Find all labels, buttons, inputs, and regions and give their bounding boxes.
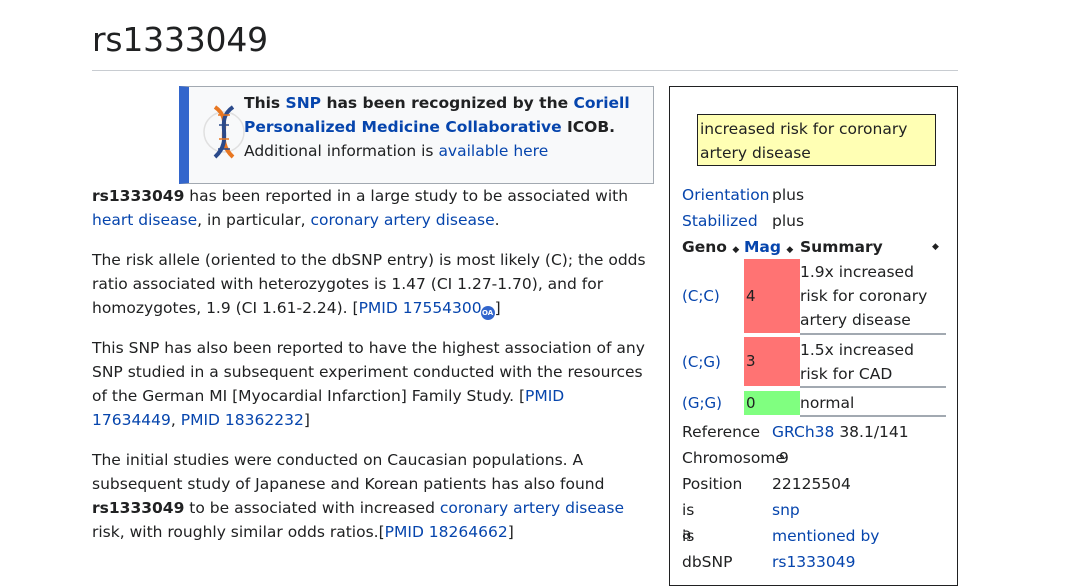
position-label: Position: [682, 475, 743, 493]
dbsnp-label: dbSNP: [682, 553, 733, 571]
orientation-value: plus: [772, 186, 805, 204]
genotype-row: (C;G) 3 1.5x increased risk for CAD: [682, 337, 948, 388]
notice-middle: has been recognized by the: [321, 94, 574, 112]
magnitude-cell: 0: [744, 391, 800, 415]
genotype-summary: 1.9x increased risk for coronary artery …: [800, 263, 928, 329]
chromosome-label: Chromosome: [682, 449, 785, 467]
genotype-summary: 1.5x increased risk for CAD: [800, 341, 914, 383]
open-access-icon[interactable]: OA: [480, 306, 495, 320]
pmid-17634449-link[interactable]: PMID 17634449: [92, 387, 565, 429]
paragraph-4: The initial studies were conducted on Ca…: [92, 448, 652, 544]
p1-text2: , in particular,: [197, 211, 311, 229]
title-divider: [92, 70, 958, 71]
genotype-table-header: Geno ◆ Mag ◆ Summary ◆: [682, 235, 948, 259]
summary-header[interactable]: Summary: [800, 238, 883, 256]
is-label: is: [682, 527, 695, 545]
pmid-18264662-link[interactable]: PMID 18264662: [384, 523, 508, 541]
snp-infobox: increased risk for coronary artery disea…: [669, 86, 958, 586]
p4-text3: risk, with roughly similar odds ratios.[: [92, 523, 385, 541]
notice-text: This SNP has been recognized by the Cori…: [244, 91, 644, 163]
p2-close: ]: [494, 299, 501, 317]
reference-label: Reference: [682, 423, 761, 441]
magnitude-cell: 3: [744, 337, 800, 386]
p3-close: ]: [303, 411, 310, 429]
notice-prefix: This: [244, 94, 286, 112]
paragraph-1: rs1333049 has been reported in a large s…: [92, 184, 652, 232]
genotype-row: (C;C) 4 1.9x increased risk for coronary…: [682, 259, 948, 335]
snp-id: rs1333049: [92, 499, 185, 517]
geno-header[interactable]: Geno ◆: [682, 235, 739, 262]
sort-icon[interactable]: ◆: [786, 245, 794, 255]
p3-sep: ,: [170, 411, 181, 429]
mag-header-link[interactable]: Mag: [744, 238, 781, 256]
genotype-row: (G;G) 0 normal: [682, 391, 948, 417]
pmid-18362232-link[interactable]: PMID 18362232: [180, 411, 304, 429]
coriell-link[interactable]: Coriell Personalized Medicine Collaborat…: [244, 94, 630, 136]
snp-id: rs1333049: [92, 187, 185, 205]
paragraph-2: The risk allele (oriented to the dbSNP e…: [92, 248, 652, 320]
magnitude-cell: 4: [744, 259, 800, 333]
row-divider: [800, 415, 946, 417]
genotype-link[interactable]: (C;C): [682, 287, 720, 305]
sort-icon[interactable]: ◆: [932, 242, 939, 252]
p4-text: The initial studies were conducted on Ca…: [92, 451, 605, 493]
geno-header-label: Geno: [682, 238, 727, 256]
coronary-artery-disease-link[interactable]: coronary artery disease: [439, 499, 624, 517]
orientation-link[interactable]: Orientation: [682, 186, 770, 204]
genotype-link[interactable]: (G;G): [682, 394, 723, 412]
notice-suffix: ICOB.: [561, 118, 616, 136]
reference-version: 38.1/141: [834, 423, 909, 441]
summary-box: increased risk for coronary artery disea…: [697, 114, 936, 166]
row-divider: [800, 333, 946, 335]
row-divider: [800, 386, 946, 388]
p1-text3: .: [494, 211, 500, 229]
article-body: rs1333049 has been reported in a large s…: [92, 184, 652, 560]
is-a-label: is a: [682, 501, 695, 543]
dna-helix-logo: [203, 105, 245, 159]
chromosome-value: 9: [779, 449, 789, 467]
mag-header[interactable]: Mag ◆: [744, 235, 793, 262]
heart-disease-link[interactable]: heart disease: [92, 211, 198, 229]
genotype-summary: normal: [800, 394, 855, 412]
snp-link[interactable]: SNP: [285, 94, 322, 112]
page-title: rs1333049: [92, 20, 268, 59]
paragraph-3: This SNP has also been reported to have …: [92, 336, 652, 432]
pmid-17554300-link[interactable]: PMID 17554300: [358, 299, 482, 317]
coriell-notice: This SNP has been recognized by the Cori…: [179, 86, 654, 184]
dbsnp-link[interactable]: rs1333049: [772, 553, 856, 571]
p4-close: ]: [507, 523, 514, 541]
coronary-artery-disease-link[interactable]: coronary artery disease: [310, 211, 495, 229]
stabilized-value: plus: [772, 212, 805, 230]
notice-additional: Additional information is: [244, 142, 439, 160]
available-here-link[interactable]: available here: [438, 142, 549, 160]
position-value: 22125504: [772, 475, 851, 493]
reference-value: GRCh38 38.1/141: [772, 420, 909, 444]
p2-text: The risk allele (oriented to the dbSNP e…: [92, 251, 646, 317]
snp-category-link[interactable]: snp: [772, 501, 800, 519]
p3-text: This SNP has also been reported to have …: [92, 339, 645, 405]
p1-text: has been reported in a large study to be…: [184, 187, 629, 205]
sort-icon[interactable]: ◆: [732, 245, 740, 255]
p4-text2: to be associated with increased: [184, 499, 440, 517]
mentioned-by-link[interactable]: mentioned by: [772, 527, 880, 545]
grch38-link[interactable]: GRCh38: [772, 423, 835, 441]
genotype-link[interactable]: (C;G): [682, 353, 721, 371]
stabilized-link[interactable]: Stabilized: [682, 212, 758, 230]
